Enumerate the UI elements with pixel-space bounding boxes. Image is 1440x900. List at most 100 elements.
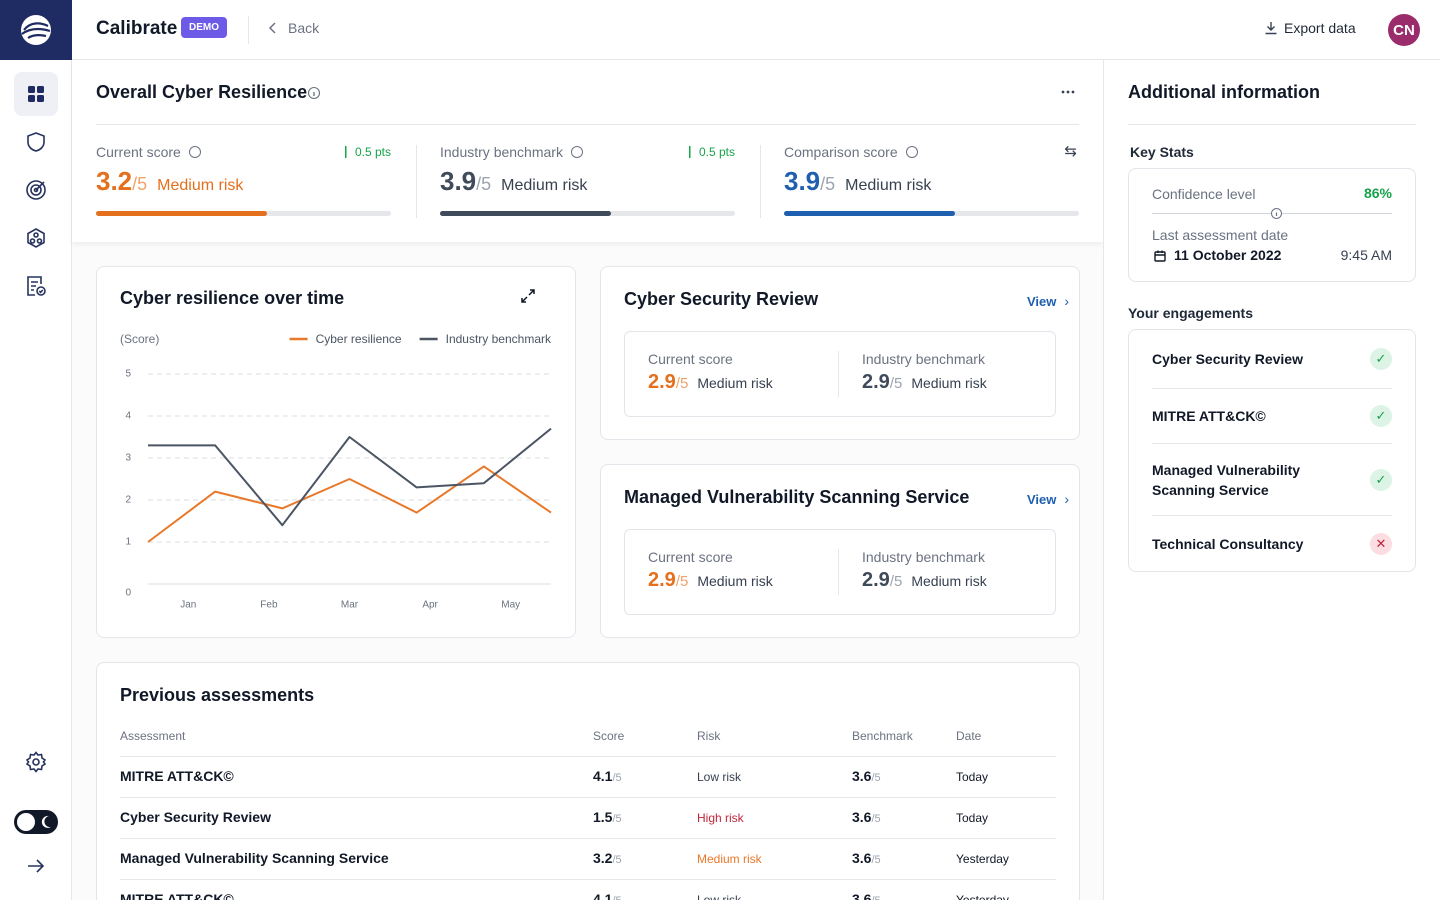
score-value: 4.1 bbox=[593, 891, 613, 900]
score-cell: 3.6/5 bbox=[852, 768, 881, 786]
column-header: Risk bbox=[697, 729, 721, 743]
engagements-card: Cyber Security Review ✓ MITRE ATT&CK© ✓ Mana… bbox=[1128, 329, 1416, 572]
status-complete: ✓ bbox=[1370, 348, 1392, 370]
status-complete: ✓ bbox=[1370, 468, 1392, 491]
view-link[interactable]: View › bbox=[1027, 491, 1069, 507]
score-box: Current score 2.9/5 Medium risk Industry be… bbox=[624, 529, 1056, 615]
progress-bar bbox=[440, 211, 612, 216]
engagement-row[interactable]: MITRE ATT&CK© ✓ bbox=[1152, 388, 1392, 443]
score-column: Industry benchmark 2.9/5 Medium risk bbox=[862, 351, 987, 394]
legend-label: Industry benchmark bbox=[446, 332, 552, 346]
score-label: Current score bbox=[648, 351, 733, 367]
nav-network[interactable] bbox=[24, 226, 48, 250]
score-cell: 3.6/5 bbox=[852, 850, 881, 868]
avatar[interactable]: CN bbox=[1388, 14, 1420, 46]
info-icon[interactable] bbox=[905, 146, 918, 158]
theme-toggle[interactable] bbox=[13, 809, 59, 835]
column-header: Assessment bbox=[120, 729, 186, 743]
score-out-of: /5 bbox=[612, 854, 622, 866]
info-circle bbox=[307, 86, 321, 100]
row-line bbox=[120, 879, 1056, 880]
back-chevron bbox=[268, 22, 276, 34]
info-icon[interactable] bbox=[307, 86, 321, 100]
icon-part bbox=[27, 276, 42, 296]
score-block: Industry benchmark 0.5 pts 3.9/5 Medium ris… bbox=[440, 144, 735, 224]
export-button[interactable]: Export data bbox=[1264, 20, 1356, 36]
score-out-of: /5 bbox=[871, 854, 881, 866]
engagement-row[interactable]: Managed Vulnerability Scanning Service ✓ bbox=[1152, 443, 1392, 515]
export-label: Export data bbox=[1284, 20, 1356, 36]
score-out-of: /5 bbox=[675, 375, 689, 392]
divider bbox=[838, 549, 839, 595]
score-value: 2.9 bbox=[648, 569, 676, 591]
expand-icon[interactable] bbox=[521, 289, 535, 303]
back-button[interactable]: Back bbox=[268, 20, 319, 36]
icon-part bbox=[35, 181, 45, 191]
score-cell: 3.6/5 bbox=[852, 891, 881, 900]
logo-mark bbox=[21, 15, 51, 45]
review-title: Cyber Security Review bbox=[624, 289, 819, 309]
score-column: Current score 2.9/5 Medium risk bbox=[648, 351, 773, 394]
score-column: Industry benchmark 2.9/5 Medium risk bbox=[862, 549, 987, 592]
more-menu[interactable] bbox=[1058, 84, 1078, 100]
settings-icon bbox=[25, 751, 47, 773]
risk-cell: Low risk bbox=[697, 893, 742, 900]
icon-part bbox=[33, 187, 39, 193]
last-time: 9:45 AM bbox=[1340, 247, 1392, 263]
score-row: 2.9/5 Medium risk bbox=[862, 371, 987, 394]
score-out-of: /5 bbox=[132, 174, 148, 194]
nav-shield[interactable] bbox=[24, 130, 48, 154]
icon-part bbox=[37, 95, 44, 102]
score-change: 0.5 pts bbox=[684, 145, 735, 159]
progress-track bbox=[96, 211, 391, 216]
logo[interactable] bbox=[0, 0, 72, 60]
y-tick-label: 2 bbox=[125, 495, 131, 506]
score-risk: Medium risk bbox=[697, 573, 773, 589]
assessment-name: Managed Vulnerability Scanning Service bbox=[120, 850, 389, 866]
score-value: 2.9 bbox=[862, 569, 890, 591]
score-out-of: /5 bbox=[871, 772, 881, 784]
column-header: Benchmark bbox=[852, 729, 913, 743]
status-incomplete: ✕ bbox=[1370, 532, 1392, 555]
score-value: 3.9 bbox=[784, 166, 821, 196]
last-date: 11 October 2022 bbox=[1174, 247, 1282, 263]
arrow-icon bbox=[28, 859, 45, 873]
score-block: Comparison score ⇆ 3.9/5 Medium risk bbox=[784, 144, 1079, 224]
nav-dashboard[interactable] bbox=[14, 72, 58, 116]
nav-settings[interactable] bbox=[24, 750, 48, 774]
divider bbox=[838, 351, 839, 397]
engagement-name: Technical Consultancy bbox=[1152, 535, 1304, 552]
change-value: 0.5 pts bbox=[698, 145, 735, 159]
engagement-row[interactable]: Technical Consultancy ✕ bbox=[1152, 515, 1392, 571]
progress-bar bbox=[96, 211, 268, 216]
info-title: Additional information bbox=[1128, 82, 1320, 102]
confidence-label: Confidence level bbox=[1152, 186, 1256, 202]
series-line bbox=[147, 465, 552, 543]
review-card: Cyber Security Review View › Current score 2… bbox=[600, 266, 1080, 440]
back-label: Back bbox=[288, 20, 320, 36]
swap-icon[interactable]: ⇆ bbox=[1064, 143, 1077, 160]
score-value: 3.6 bbox=[852, 850, 872, 866]
view-link[interactable]: View › bbox=[1027, 293, 1069, 309]
score-row: 2.9/5 Medium risk bbox=[862, 569, 987, 592]
info-icon[interactable] bbox=[570, 146, 583, 158]
divider bbox=[416, 145, 417, 218]
assessment-name: Cyber Security Review bbox=[120, 809, 271, 825]
date-cell: Yesterday bbox=[956, 852, 1009, 866]
info-icon[interactable] bbox=[188, 146, 201, 158]
score-column: Current score 2.9/5 Medium risk bbox=[648, 549, 773, 592]
icon-part bbox=[29, 238, 36, 244]
score-cell: 4.1/5 bbox=[593, 891, 622, 900]
nav-expand[interactable] bbox=[24, 854, 48, 878]
calendar-body bbox=[1154, 251, 1166, 262]
engagement-row[interactable]: Cyber Security Review ✓ bbox=[1152, 330, 1392, 388]
view-label: View bbox=[1026, 491, 1057, 507]
chart-card: Cyber resilience over time (Score) 0 1 2 3 4 5 J… bbox=[96, 266, 576, 638]
risk-cell: Low risk bbox=[697, 770, 742, 784]
score-risk: Medium risk bbox=[501, 177, 588, 194]
nav-target[interactable] bbox=[24, 178, 48, 202]
nav-report[interactable] bbox=[24, 274, 48, 298]
info-icon[interactable] bbox=[1270, 207, 1283, 220]
date-cell: Today bbox=[956, 770, 989, 784]
